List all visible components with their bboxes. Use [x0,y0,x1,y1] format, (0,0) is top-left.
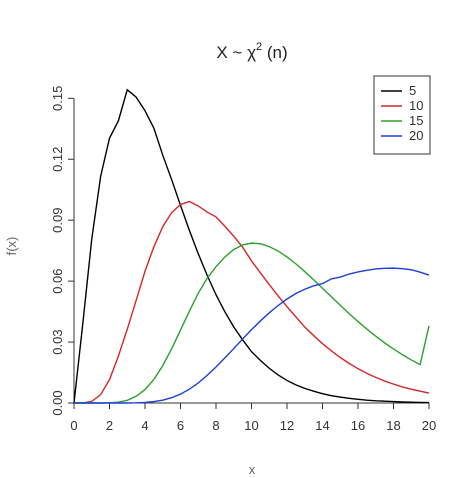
y-tick-label: 0.00 [50,390,65,415]
x-tick-label: 20 [422,418,436,433]
y-tick-label: 0.12 [50,147,65,172]
series-line-20 [74,267,430,404]
legend-label-10: 10 [409,98,423,113]
series-group [73,88,430,404]
y-axis: 0.00 0.03 0.06 0.09 0.12 0.15 [50,86,75,416]
series-line-5 [73,88,430,404]
x-tick-label: 18 [386,418,400,433]
y-tick-label: 0.03 [50,329,65,354]
y-tick-label: 0.09 [50,208,65,233]
x-tick-label: 8 [212,418,219,433]
x-tick-label: 14 [315,418,329,433]
x-tick-label: 2 [106,418,113,433]
y-axis-label: f(x) [4,237,19,256]
chart-title-suffix: (n) [262,43,288,62]
x-tick-label: 6 [177,418,184,433]
x-tick-label: 12 [280,418,294,433]
chart-title-symbol: χ [247,43,256,62]
legend-label-15: 15 [409,113,423,128]
x-tick-label: 16 [351,418,365,433]
legend-label-20: 20 [409,128,423,143]
x-tick-label: 10 [244,418,258,433]
chart-title: X ~ χ2 (n) [216,41,287,62]
x-tick-label: 4 [141,418,148,433]
y-tick-label: 0.06 [50,268,65,293]
y-tick-label: 0.15 [50,86,65,111]
legend-box [373,75,431,155]
legend-label-5: 5 [409,83,416,98]
series-line-10 [74,200,430,404]
series-line-15 [74,242,430,404]
chart-title-prefix: X ~ [216,43,247,62]
x-axis: 0 2 4 6 8 10 12 14 16 18 20 [70,402,436,433]
x-tick-label: 0 [70,418,77,433]
x-axis-label: x [249,462,256,477]
chart-title-superscript: 2 [256,41,262,53]
